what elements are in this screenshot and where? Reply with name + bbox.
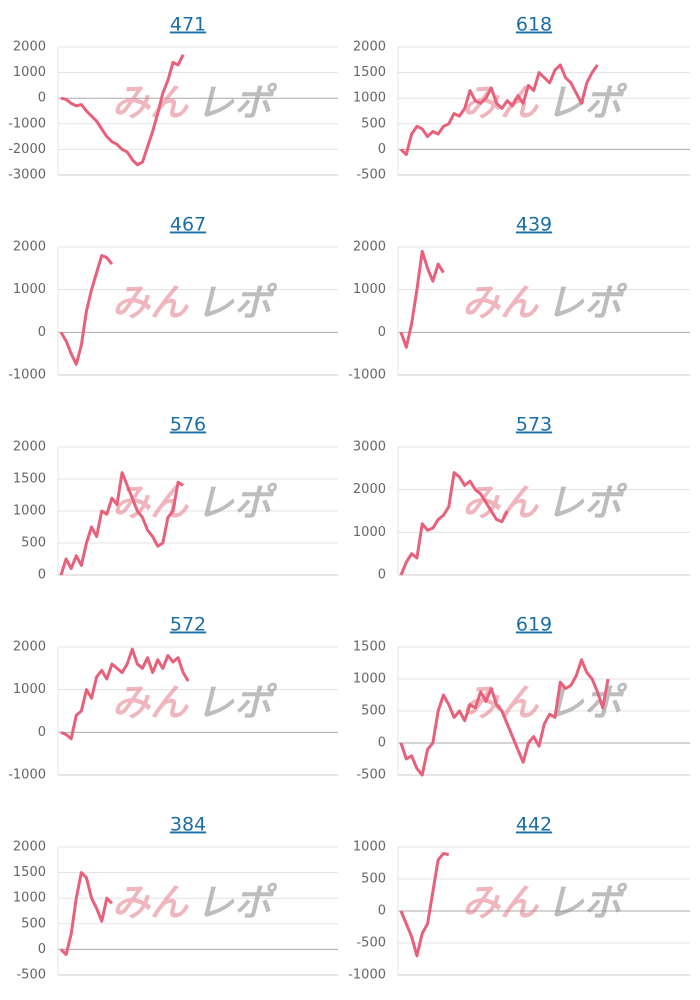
y-tick-label: -1000 xyxy=(8,768,46,783)
chart-title[interactable]: 573 xyxy=(516,414,552,436)
watermark: レポ xyxy=(196,81,278,125)
y-tick-label: 0 xyxy=(378,904,386,919)
y-tick-label: 2000 xyxy=(353,240,386,255)
y-tick-label: 3000 xyxy=(353,440,386,455)
y-tick-label: -2000 xyxy=(8,142,46,157)
y-tick-label: 2000 xyxy=(13,240,46,255)
y-tick-label: 0 xyxy=(38,91,46,106)
y-tick-label: 0 xyxy=(38,942,46,957)
y-tick-label: 1000 xyxy=(13,504,46,519)
y-tick-label: 2000 xyxy=(13,40,46,55)
watermark: レポ xyxy=(546,881,628,925)
y-tick-label: 0 xyxy=(38,325,46,340)
y-tick-label: 2000 xyxy=(353,40,386,55)
watermark: みん xyxy=(112,81,189,125)
watermark: みん xyxy=(462,881,539,925)
y-tick-label: 1000 xyxy=(353,282,386,297)
y-tick-label: 1000 xyxy=(353,672,386,687)
chart-title[interactable]: 619 xyxy=(516,614,552,636)
y-tick-label: 1500 xyxy=(13,472,46,487)
data-line xyxy=(399,851,450,958)
chart-title[interactable]: 618 xyxy=(516,14,552,36)
watermark: レポ xyxy=(196,681,278,725)
watermark: みん xyxy=(112,281,189,325)
y-tick-label: -500 xyxy=(356,168,386,183)
chart-title[interactable]: 442 xyxy=(516,814,552,836)
chart-title[interactable]: 576 xyxy=(170,414,206,436)
y-tick-label: 0 xyxy=(38,568,46,583)
watermark: みん xyxy=(112,681,189,725)
y-tick-label: 1000 xyxy=(13,891,46,906)
y-tick-label: -500 xyxy=(356,768,386,783)
watermark: レポ xyxy=(196,481,278,525)
watermark: レポ xyxy=(196,881,278,925)
y-tick-label: 0 xyxy=(378,142,386,157)
y-tick-label: 500 xyxy=(361,116,386,131)
y-tick-label: -3000 xyxy=(8,168,46,183)
chart-title[interactable]: 471 xyxy=(170,14,206,36)
y-tick-label: -500 xyxy=(356,936,386,951)
y-tick-label: 500 xyxy=(21,916,46,931)
y-tick-label: 0 xyxy=(378,736,386,751)
data-line xyxy=(59,871,113,957)
chart-title[interactable]: 384 xyxy=(170,814,206,836)
data-line xyxy=(399,658,610,777)
y-tick-label: -500 xyxy=(16,968,46,983)
y-tick-label: 0 xyxy=(378,568,386,583)
y-tick-label: -1000 xyxy=(348,368,386,383)
chart-title[interactable]: 572 xyxy=(170,614,206,636)
y-tick-label: 1500 xyxy=(13,865,46,880)
y-tick-label: 0 xyxy=(378,325,386,340)
data-line xyxy=(60,647,190,741)
y-tick-label: 0 xyxy=(38,725,46,740)
y-tick-label: 2000 xyxy=(13,440,46,455)
watermark: レポ xyxy=(196,281,278,325)
y-tick-label: 2000 xyxy=(353,482,386,497)
watermark: レポ xyxy=(546,481,628,525)
y-tick-label: 1000 xyxy=(353,91,386,106)
watermark: みん xyxy=(462,681,539,725)
y-tick-label: 1000 xyxy=(13,682,46,697)
y-tick-label: 500 xyxy=(21,536,46,551)
y-tick-label: 2000 xyxy=(13,640,46,655)
y-tick-label: 1500 xyxy=(353,65,386,80)
y-tick-label: -1000 xyxy=(8,116,46,131)
chart-title[interactable]: 467 xyxy=(170,214,206,236)
y-tick-label: 1000 xyxy=(353,840,386,855)
watermark: みん xyxy=(462,281,539,325)
y-tick-label: 1000 xyxy=(13,65,46,80)
y-tick-label: 1000 xyxy=(353,525,386,540)
data-line xyxy=(399,63,599,157)
y-tick-label: -1000 xyxy=(348,968,386,983)
watermark: レポ xyxy=(546,281,628,325)
chart-title[interactable]: 439 xyxy=(516,214,552,236)
y-tick-label: 500 xyxy=(361,704,386,719)
y-tick-label: 1500 xyxy=(353,640,386,655)
y-tick-label: -1000 xyxy=(8,368,46,383)
data-line xyxy=(60,54,185,167)
y-tick-label: 500 xyxy=(361,872,386,887)
y-tick-label: 2000 xyxy=(13,840,46,855)
data-line xyxy=(59,254,114,366)
data-line xyxy=(399,249,445,349)
y-tick-label: 1000 xyxy=(13,282,46,297)
watermark: みん xyxy=(112,881,189,925)
data-line xyxy=(399,471,509,576)
data-line xyxy=(59,471,184,576)
